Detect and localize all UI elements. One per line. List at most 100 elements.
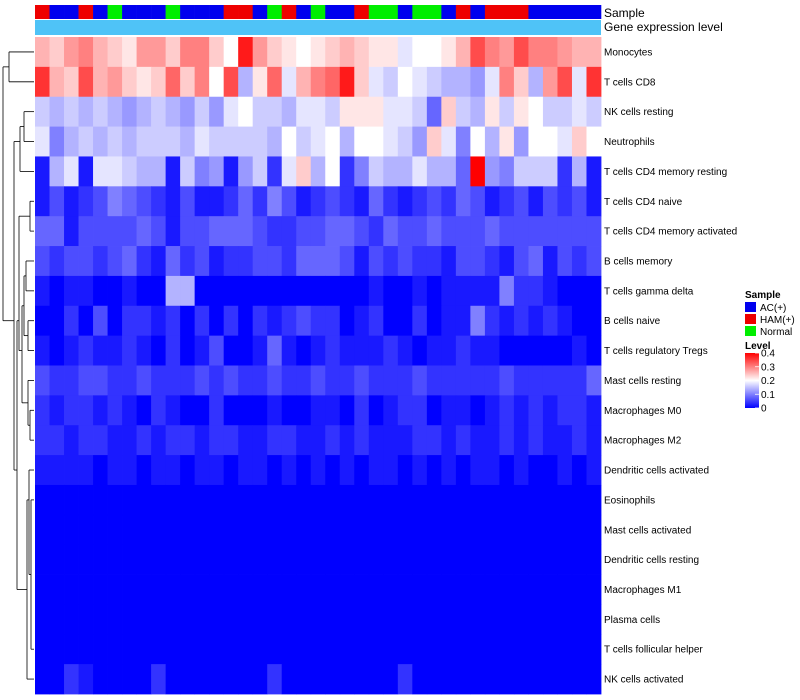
heatmap-cell	[586, 634, 602, 665]
heatmap-cell	[557, 96, 573, 127]
heatmap-cell	[470, 275, 486, 307]
heatmap-cell	[136, 275, 152, 307]
heatmap-cell	[49, 246, 65, 277]
heatmap-cell	[281, 216, 297, 247]
heatmap-cell	[180, 156, 196, 187]
heatmap-cell	[107, 37, 123, 68]
heatmap-cell	[513, 544, 529, 575]
heatmap-cell	[122, 514, 137, 546]
heatmap-cell	[368, 156, 384, 187]
row-label: T cells regulatory Tregs	[604, 346, 708, 357]
heatmap-cell	[136, 66, 152, 98]
heatmap-cell	[93, 544, 108, 575]
heatmap-cell	[209, 455, 225, 486]
heatmap-cell	[528, 425, 544, 456]
heatmap-cell	[325, 96, 341, 127]
heatmap-cell	[499, 96, 515, 127]
heatmap-cell	[571, 574, 587, 605]
heatmap-cell	[296, 544, 312, 575]
heatmap-cell	[383, 335, 399, 366]
heatmap-cell	[571, 604, 587, 635]
heatmap-cell	[267, 335, 283, 366]
heatmap-cell	[586, 574, 602, 605]
heatmap-cell	[586, 246, 602, 277]
heatmap-cell	[165, 156, 181, 187]
heatmap-cell	[586, 37, 602, 68]
heatmap-cell	[542, 246, 558, 277]
heatmap-cell	[209, 275, 225, 307]
heatmap-cell	[441, 37, 457, 68]
heatmap-cell	[470, 216, 486, 247]
heatmap-cell	[513, 156, 529, 187]
heatmap-cell	[557, 455, 573, 486]
heatmap-cell	[455, 96, 471, 127]
heatmap-cell	[136, 216, 152, 247]
heatmap-cell	[296, 186, 312, 217]
heatmap-cell	[528, 574, 544, 605]
heatmap-cell	[571, 156, 587, 187]
heatmap-cell	[107, 186, 123, 217]
heatmap-cell	[470, 395, 486, 426]
heatmap-cell	[528, 365, 544, 396]
heatmap-cell	[238, 544, 254, 575]
heatmap-cell	[397, 37, 413, 68]
heatmap-cell	[194, 216, 210, 247]
heatmap-cell	[586, 514, 602, 546]
heatmap-cell	[368, 514, 384, 546]
heatmap-cell	[354, 634, 370, 665]
heatmap-cell	[209, 664, 225, 695]
heatmap-cell	[267, 514, 283, 546]
heatmap-cell	[296, 634, 312, 665]
heatmap-cell	[281, 156, 297, 187]
heatmap-cell	[412, 156, 428, 187]
heatmap-cell	[455, 156, 471, 187]
heatmap-cell	[180, 395, 196, 426]
heatmap-cell	[136, 664, 152, 695]
heatmap-cell	[93, 634, 108, 665]
heatmap-cell	[78, 634, 94, 665]
heatmap-cell	[542, 275, 558, 307]
heatmap-cell	[296, 96, 312, 127]
heatmap-cell	[35, 634, 50, 665]
heatmap-cell	[194, 664, 210, 695]
heatmap-cell	[122, 395, 137, 426]
heatmap-cell	[354, 335, 370, 366]
heatmap-cell	[165, 335, 181, 366]
heatmap-cell	[194, 186, 210, 217]
legend-level-title: Level	[745, 341, 771, 352]
heatmap-cell	[354, 425, 370, 456]
heatmap-cell	[455, 335, 471, 366]
row-label: NK cells activated	[604, 675, 683, 686]
heatmap-cell	[281, 455, 297, 486]
heatmap-cell	[455, 395, 471, 426]
heatmap-cell	[310, 156, 326, 187]
heatmap-cell	[165, 37, 181, 68]
heatmap-cell	[122, 664, 137, 695]
sample-annotation-cell	[542, 5, 558, 19]
heatmap-cell	[223, 96, 239, 127]
heatmap-cell	[165, 305, 181, 337]
heatmap-cell	[35, 275, 50, 307]
sample-annotation-cell	[484, 5, 500, 19]
heatmap-cell	[484, 186, 500, 217]
heatmap-cell	[209, 96, 225, 127]
heatmap-cell	[470, 305, 486, 337]
heatmap-cell	[122, 574, 137, 605]
heatmap-cell	[383, 574, 399, 605]
heatmap-cell	[151, 335, 167, 366]
heatmap-cell	[252, 246, 268, 277]
heatmap-cell	[383, 37, 399, 68]
heatmap-cell	[499, 186, 515, 217]
heatmap-cell	[397, 246, 413, 277]
heatmap-cell	[194, 156, 210, 187]
sample-annotation-cell	[383, 5, 399, 19]
heatmap-cell	[528, 216, 544, 247]
heatmap-cell	[267, 126, 283, 157]
heatmap-cell	[151, 395, 167, 426]
heatmap-cell	[267, 96, 283, 127]
heatmap-cell	[470, 156, 486, 187]
heatmap-cell	[78, 275, 94, 307]
heatmap-cell	[542, 455, 558, 486]
row-label: Plasma cells	[604, 615, 660, 626]
